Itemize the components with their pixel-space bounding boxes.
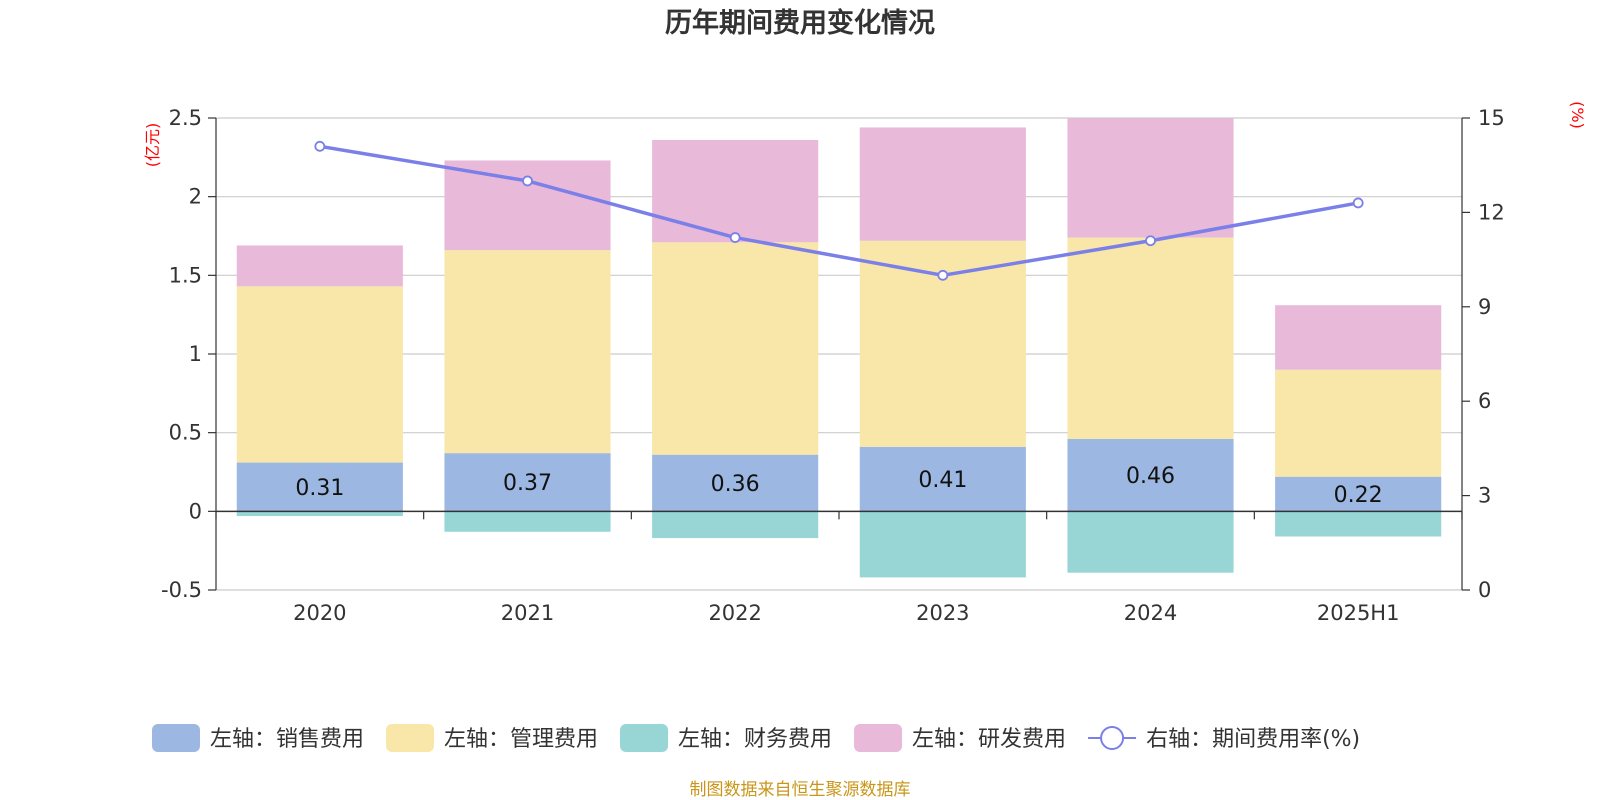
bar-2-0 [236,511,403,517]
data-label-0: 0.31 [295,476,344,501]
x-tick-label-5: 2025H1 [1317,601,1400,625]
bar-3-0 [236,245,403,287]
rate-point-1 [522,175,533,187]
bar-3-3 [859,127,1026,241]
legend-swatch-1 [386,724,435,752]
legend-swatch-2 [620,724,669,752]
data-label-2: 0.36 [711,472,760,497]
left-tick-label-1: 0 [189,499,202,523]
rate-point-4 [1145,235,1156,247]
bar-3-1 [444,160,611,251]
data-label-5: 0.22 [1334,483,1383,508]
bar-2-3 [859,511,1026,578]
right-axis-unit: (%) [1568,101,1587,129]
legend-label-4: 右轴：期间费用率(%) [1146,727,1360,752]
bar-0-2 [652,454,819,512]
bar-2-1 [444,511,611,532]
x-tick-label-2: 2022 [708,601,761,625]
left-tick-label-4: 1.5 [169,263,202,287]
right-tick-label-1: 3 [1478,484,1491,508]
left-tick-label-3: 1 [189,342,202,366]
left-tick-label-6: 2.5 [169,106,202,130]
rate-point-2 [729,232,741,243]
bar-2-5 [1275,511,1442,537]
x-tick-label-4: 2024 [1124,601,1177,625]
legend-swatch-3 [854,724,903,752]
x-tick-label-3: 2023 [916,601,969,625]
axes: -0.5 0 0.5 1 1.5 2 2.5 0 3 6 9 12 15 2020 2021 2022 2023… [161,106,1505,625]
left-tick-label-0: -0.5 [161,578,202,602]
bar-2-4 [1067,511,1234,573]
bar-2-2 [652,511,819,539]
data-label-1: 0.37 [503,471,552,496]
data-source-note: 制图数据来自恒生聚源数据库 [690,780,911,800]
line-series [314,140,1364,281]
bar-series [236,118,1442,578]
rate-point-0 [314,140,326,152]
left-tick-label-5: 2 [189,185,202,209]
legend: 左轴：销售费用 左轴：管理费用 左轴：财务费用 左轴：研发费用 右轴：期间费用率(%) [152,724,1360,752]
gridlines [216,117,1462,591]
rate-point-5 [1352,197,1364,209]
bar-1-1 [444,250,611,454]
legend-marker-4 [1100,726,1125,750]
legend-label-0: 左轴：销售费用 [210,727,364,752]
right-tick-label-0: 0 [1478,578,1491,602]
x-tick-label-0: 2020 [293,601,346,625]
bar-0-3 [859,446,1026,512]
bar-0-1 [444,453,611,512]
right-tick-label-2: 6 [1478,389,1491,413]
legend-label-2: 左轴：财务费用 [678,727,832,752]
bar-1-4 [1067,237,1234,439]
right-tick-label-3: 9 [1478,295,1491,319]
chart-title: 历年期间费用变化情况 [665,7,935,39]
x-tick-label-1: 2021 [501,601,554,625]
right-tick-label-5: 15 [1478,106,1505,130]
legend-label-3: 左轴：研发费用 [912,727,1066,752]
rate-line [319,144,1359,278]
legend-label-1: 左轴：管理费用 [444,727,598,752]
bar-1-0 [236,286,403,463]
legend-swatch-0 [152,724,200,752]
bar-3-4 [1067,118,1234,238]
bar-0-0 [236,462,403,512]
left-tick-label-2: 0.5 [169,421,202,445]
bar-0-4 [1067,438,1234,512]
data-labels: 0.31 0.37 0.36 0.41 0.46 0.22 [295,464,1382,508]
data-label-3: 0.41 [918,468,967,493]
rate-point-3 [937,269,949,281]
left-axis-unit: (亿元) [143,123,162,168]
bar-1-2 [652,242,819,455]
data-label-4: 0.46 [1126,464,1175,489]
right-tick-label-4: 12 [1478,200,1505,224]
bar-3-2 [652,140,819,243]
bar-1-5 [1275,369,1442,477]
bar-0-5 [1275,476,1442,512]
bar-3-5 [1275,305,1442,370]
